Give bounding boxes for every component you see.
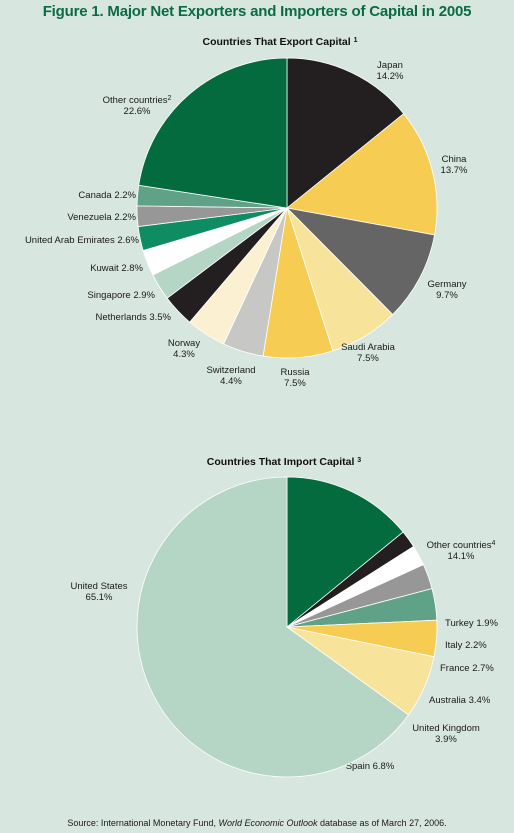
slice-value-other-countries: 22.6% [124, 106, 151, 117]
slice-label-netherlands: Netherlands 3.5% [95, 312, 171, 323]
chart-title: Countries That Export Capital 1 [202, 36, 357, 48]
slice-value-norway: 4.3% [173, 349, 195, 360]
slice-label-china: China [442, 154, 468, 165]
slice-label-other-countries: Other countries2 [103, 95, 172, 107]
export-pie-chart: Countries That Export Capital 1 Japan14.2… [25, 36, 468, 389]
chart-title: Countries That Import Capital 3 [207, 456, 362, 468]
slice-value-japan: 14.2% [377, 71, 404, 82]
slice-label-japan: Japan [377, 60, 403, 71]
slice-value-united-kingdom: 3.9% [435, 734, 457, 745]
slice-label-norway: Norway [168, 338, 200, 349]
slice-value-switzerland: 4.4% [220, 376, 242, 387]
pie-slice-japan [286, 57, 405, 209]
pie-slice-united-states [136, 476, 410, 778]
pie-slice-other-countries [286, 476, 404, 628]
slice-label-australia: Australia 3.4% [429, 695, 491, 706]
source-note: Source: International Monetary Fund, Wor… [0, 818, 514, 828]
slice-value-other-countries: 14.1% [448, 551, 475, 562]
slice-value-united-states: 65.1% [86, 592, 113, 603]
slice-value-saudi-arabia: 7.5% [357, 353, 379, 364]
slice-value-china: 13.7% [441, 165, 468, 176]
slice-value-russia: 7.5% [284, 378, 306, 389]
slice-label-other-countries: Other countries4 [427, 540, 496, 552]
slice-label-united-states: United States [70, 581, 127, 592]
slice-label-france: France 2.7% [440, 663, 494, 674]
slice-value-germany: 9.7% [436, 290, 458, 301]
source-prefix: Source: International Monetary Fund, [67, 818, 219, 828]
import-pie-chart: Countries That Import Capital 3 Other cou… [70, 456, 499, 778]
slice-label-russia: Russia [280, 367, 310, 378]
source-italic: World Economic Outlook [218, 818, 318, 828]
slice-label-venezuela: Venezuela 2.2% [67, 212, 136, 223]
pie-slice-germany [285, 207, 436, 316]
slice-label-italy: Italy 2.2% [445, 640, 487, 651]
slice-label-turkey: Turkey 1.9% [445, 618, 499, 629]
figure-title: Figure 1. Major Net Exporters and Import… [42, 3, 472, 20]
slice-label-canada: Canada 2.2% [78, 190, 136, 201]
pie-slice-other-countries [138, 57, 288, 209]
slice-label-singapore: Singapore 2.9% [87, 290, 155, 301]
slice-label-united-arab-emirates: United Arab Emirates 2.6% [25, 235, 140, 246]
slice-label-switzerland: Switzerland [206, 365, 255, 376]
slice-label-germany: Germany [427, 279, 466, 290]
source-suffix: database as of March 27, 2006. [317, 818, 447, 828]
slice-label-united-kingdom: United Kingdom [412, 723, 480, 734]
slice-label-kuwait: Kuwait 2.8% [90, 263, 143, 274]
pie-slice-china [286, 113, 438, 236]
slice-label-saudi-arabia: Saudi Arabia [341, 342, 396, 353]
slice-label-spain: Spain 6.8% [346, 761, 395, 772]
